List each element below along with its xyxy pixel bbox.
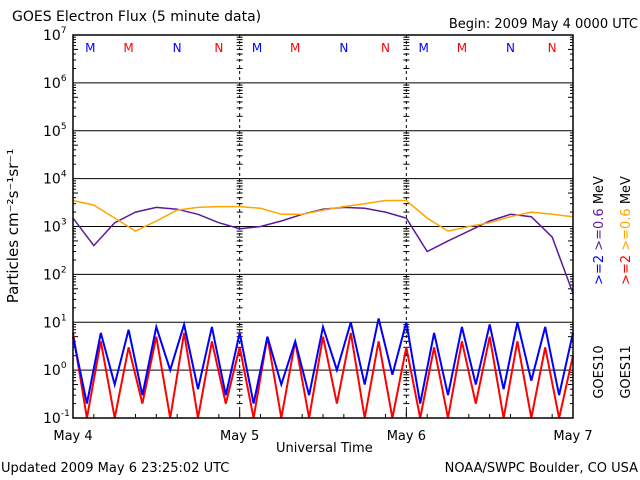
legend-entry: MeV <box>592 176 607 208</box>
y-tick-exponent: 3 <box>61 218 67 228</box>
local-time-marker: N <box>381 41 390 55</box>
local-time-marker: M <box>123 41 133 55</box>
y-tick-label: 103 <box>43 218 67 236</box>
series-line-goes11-2-mev <box>72 332 574 419</box>
local-time-marker: M <box>419 41 429 55</box>
credit: NOAA/SWPC Boulder, CO USA <box>444 461 638 476</box>
legend-entry: >=0.6 <box>592 208 607 255</box>
series-line-goes11-0-6-mev <box>72 199 574 232</box>
local-time-marker: M <box>290 41 300 55</box>
y-tick-exponent: -1 <box>61 409 70 419</box>
y-tick-exponent: 4 <box>61 170 67 180</box>
local-time-marker: M <box>85 41 95 55</box>
legend-column-goes11: >=2 >=0.6 MeV <box>619 176 634 285</box>
legend-entry: >=2 <box>619 255 634 285</box>
y-tick-label: 102 <box>43 265 67 283</box>
series-line-goes10-0-6-mev <box>72 206 574 294</box>
chart-title: GOES Electron Flux (5 minute data) <box>12 9 262 25</box>
y-tick-label: 10-1 <box>43 409 70 427</box>
begin-time: Begin: 2009 May 4 0000 UTC <box>448 17 638 32</box>
updated-time: Updated 2009 May 6 23:25:02 UTC <box>1 461 230 476</box>
legend-entry: >=2 <box>592 255 607 285</box>
local-time-marker: N <box>173 41 182 55</box>
y-tick-label: 104 <box>43 170 67 188</box>
legend-entry: >=0.6 <box>619 208 634 255</box>
local-time-marker: N <box>548 41 557 55</box>
local-time-marker: N <box>339 41 348 55</box>
local-time-marker: N <box>506 41 515 55</box>
y-tick-exponent: 7 <box>61 26 67 36</box>
x-tick-label: May 5 <box>220 429 259 444</box>
x-tick-label: May 4 <box>53 429 92 444</box>
y-tick-exponent: 5 <box>61 122 67 132</box>
local-time-marker: N <box>214 41 223 55</box>
y-tick-label: 100 <box>43 361 67 379</box>
y-tick-exponent: 0 <box>61 361 67 371</box>
y-tick-label: 101 <box>43 313 67 331</box>
plot-frame <box>72 34 574 419</box>
legend-entry: MeV <box>619 176 634 208</box>
y-tick-exponent: 1 <box>61 313 67 323</box>
series-line-goes10-2-mev <box>72 318 574 404</box>
y-tick-label: 106 <box>43 74 67 92</box>
x-tick-label: May 7 <box>553 429 592 444</box>
x-tick-label: May 6 <box>387 429 426 444</box>
legend-column-goes10: >=2 >=0.6 MeV <box>592 176 607 285</box>
legend-sat-goes10: GOES10 <box>592 345 607 398</box>
legend-sat-goes11: GOES11 <box>619 345 634 398</box>
y-tick-exponent: 6 <box>61 74 67 84</box>
y-tick-exponent: 2 <box>61 265 67 275</box>
local-time-marker: M <box>252 41 262 55</box>
local-time-marker: M <box>457 41 467 55</box>
y-tick-label: 105 <box>43 122 67 140</box>
y-tick-label: 107 <box>43 26 67 44</box>
x-axis-label: Universal Time <box>276 441 373 456</box>
